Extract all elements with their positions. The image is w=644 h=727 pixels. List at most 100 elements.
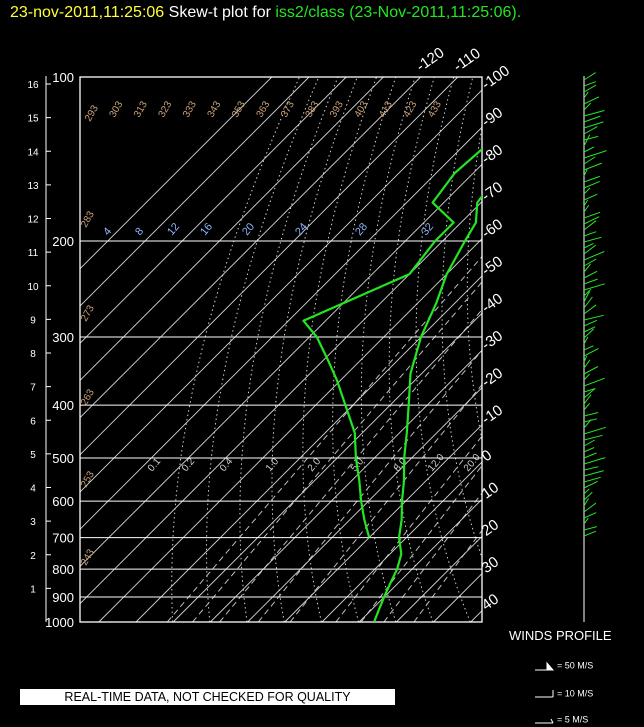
wind-barb <box>583 434 603 441</box>
wind-barb <box>583 517 589 525</box>
isotherm-line <box>321 461 482 622</box>
wind-legend-5: = 5 M/S <box>533 714 588 726</box>
temperature-tick-label: 20 <box>479 516 502 539</box>
isotherm-line <box>545 77 644 622</box>
theta-label: 333 <box>181 99 199 119</box>
wind-barb <box>583 199 589 207</box>
temperature-tick-label: 30 <box>479 553 502 576</box>
height-tick-label: 10 <box>27 282 39 293</box>
dry-adiabat <box>332 77 397 622</box>
mixing-ratio-label: 0.4 <box>218 456 236 474</box>
dry-adiabat <box>516 77 620 622</box>
chart-title: 23-nov-2011,11:25:06 Skew-t plot for iss… <box>10 4 521 22</box>
wind-barb <box>583 134 591 147</box>
mixing-ratio-label: 8.0 <box>392 456 410 474</box>
temperature-tick-label: -120 <box>413 44 447 75</box>
theta-label: 373 <box>279 99 297 119</box>
mixing-ratio-label: 8 <box>133 226 146 238</box>
mixing-ratio-line <box>335 435 482 622</box>
pressure-tick-label: 100 <box>52 70 74 85</box>
temperature-tick-label: -110 <box>450 45 483 76</box>
wind-barb <box>583 220 597 231</box>
theta-label: 283 <box>79 209 97 229</box>
wind-barb <box>583 512 597 519</box>
dry-adiabat <box>625 77 644 622</box>
wind-barb <box>583 366 599 375</box>
isotherm-line <box>433 572 482 622</box>
mixing-ratio-label: 0.2 <box>180 456 198 474</box>
theta-label: 303 <box>108 99 126 119</box>
wind-barb <box>583 150 607 159</box>
isotherm-line <box>172 312 482 622</box>
wind-legend-10: = 10 M/S <box>533 688 593 700</box>
theta-label: 343 <box>206 99 224 119</box>
wind-barb <box>583 290 591 303</box>
wind-barb <box>583 81 596 87</box>
dry-adiabat <box>388 77 435 622</box>
wind-barb <box>583 96 600 105</box>
wind-barb <box>583 175 600 183</box>
wind-barb <box>583 348 599 357</box>
wind-barb <box>583 345 594 351</box>
wind-barb <box>583 231 597 237</box>
mixing-ratio-line <box>289 383 482 622</box>
wind-barb <box>583 439 595 447</box>
dry-adiabat <box>466 124 482 442</box>
mixing-ratio-line <box>383 492 482 622</box>
realtime-data-banner: REAL-TIME DATA, NOT CHECKED FOR QUALITY <box>20 689 395 705</box>
height-tick-label: 14 <box>27 147 39 158</box>
mixing-ratio-label: 16 <box>198 221 215 238</box>
isotherm-line <box>80 163 482 568</box>
dry-adiabat <box>415 77 471 622</box>
wind-barb <box>583 336 589 345</box>
height-tick-label: 6 <box>30 416 36 427</box>
wind-barb <box>583 169 588 177</box>
wind-barb <box>583 110 605 117</box>
wind-barb <box>583 480 598 489</box>
dry-adiabat <box>441 77 482 560</box>
wind-barb <box>583 121 604 129</box>
height-tick-label: 8 <box>30 349 36 360</box>
isotherm-line <box>80 77 384 382</box>
isotherm-line <box>396 535 482 622</box>
isotherm-line <box>80 77 347 344</box>
isotherm-line <box>135 275 482 622</box>
dry-adiabat <box>492 77 582 622</box>
wind-barb <box>583 402 590 411</box>
theta-label: 313 <box>132 99 150 119</box>
wind-barb <box>583 135 599 141</box>
pressure-tick-label: 800 <box>52 562 74 577</box>
height-tick-label: 5 <box>30 450 36 461</box>
theta-label: 273 <box>79 303 97 323</box>
wind-barb <box>583 204 590 213</box>
wind-barb <box>583 244 596 255</box>
wind-barb <box>583 466 599 471</box>
wind-barb <box>583 251 605 261</box>
temperature-trace <box>373 194 482 622</box>
wind-barb <box>583 426 607 435</box>
temperature-tick-label: -60 <box>479 216 507 242</box>
wind-barb <box>583 373 590 381</box>
wind-barb <box>583 236 602 243</box>
wind-legend-50-barb-icon-svg <box>535 661 555 671</box>
wind-barb <box>583 470 604 477</box>
wind-barb <box>583 283 605 291</box>
temperature-tick-label: -70 <box>479 179 507 205</box>
mixing-ratio-label: 1.0 <box>264 456 282 474</box>
dry-adiabat <box>302 77 377 622</box>
wind-barb <box>583 452 597 459</box>
theta-label: 293 <box>83 103 101 123</box>
temperature-tick-label: 10 <box>479 479 502 502</box>
height-tick-label: 1 <box>30 584 36 595</box>
pressure-tick-label: 500 <box>52 451 74 466</box>
wind-barb <box>583 328 595 339</box>
isotherm-line <box>247 386 482 622</box>
winds-profile-label: WINDS PROFILE <box>509 628 612 643</box>
title-station: iss2/class <box>275 4 345 21</box>
isotherm-line <box>98 238 482 622</box>
wind-barb <box>583 270 598 279</box>
mixing-ratio-line <box>413 529 482 622</box>
mixing-ratio-label: 0.1 <box>146 456 164 474</box>
wind-barb <box>583 412 599 417</box>
